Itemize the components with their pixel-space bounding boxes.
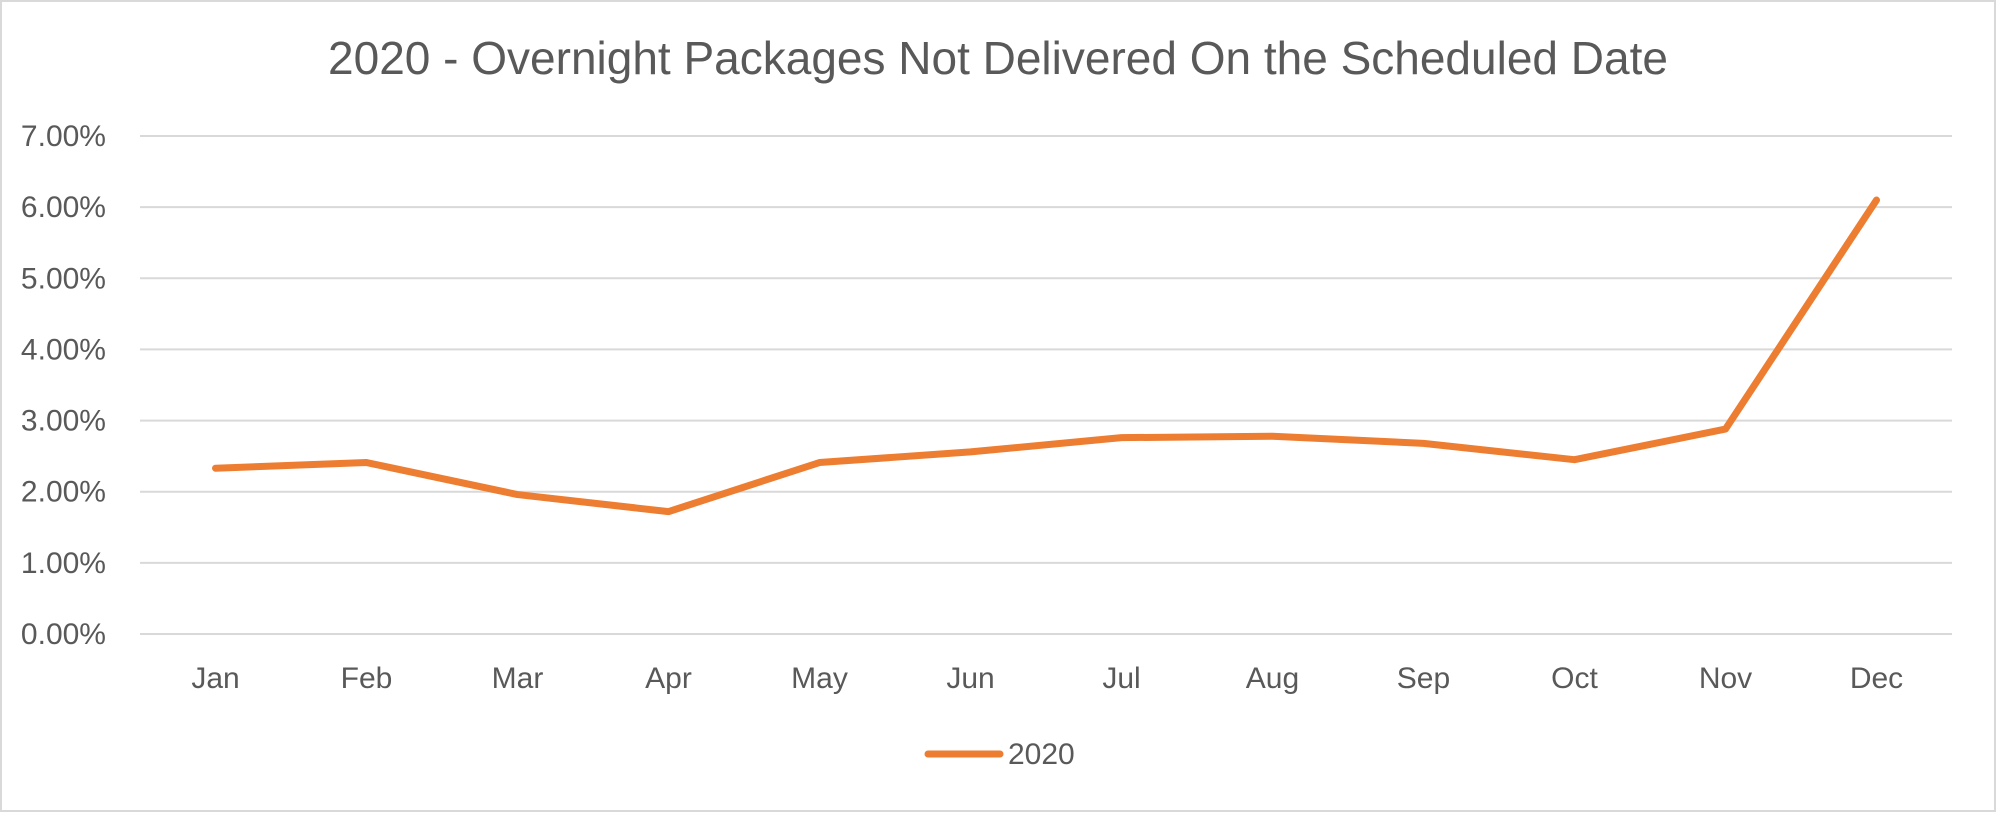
x-tick-label: Apr [645, 662, 692, 695]
series-line-2020 [212, 196, 1880, 516]
x-tick-label: Nov [1699, 662, 1752, 695]
y-axis-tick-labels: 0.00% 1.00% 2.00% 3.00% 4.00% 5.00% 6.00% 7.00% [21, 120, 106, 651]
x-tick-label: May [791, 662, 848, 695]
y-tick-label: 0.00% [21, 618, 106, 651]
legend: 2020 [924, 738, 1075, 771]
x-tick-label: Jun [946, 662, 994, 695]
x-tick-label: Jul [1102, 662, 1140, 695]
x-tick-label: Sep [1397, 662, 1450, 695]
x-tick-label: Oct [1551, 662, 1598, 695]
y-tick-label: 3.00% [21, 405, 106, 438]
x-tick-label: Aug [1246, 662, 1299, 695]
x-tick-label: Feb [341, 662, 393, 695]
y-tick-label: 4.00% [21, 333, 106, 366]
x-axis-tick-labels: Jan Feb Mar Apr May Jun Jul Aug Sep Oct Nov Dec [191, 662, 1903, 695]
y-tick-label: 2.00% [21, 476, 106, 509]
y-tick-label: 6.00% [21, 191, 106, 224]
y-tick-label: 5.00% [21, 262, 106, 295]
series-lines [212, 196, 1880, 516]
x-tick-label: Jan [191, 662, 239, 695]
legend-label: 2020 [1008, 738, 1075, 771]
y-tick-label: 1.00% [21, 547, 106, 580]
chart-title: 2020 - Overnight Packages Not Delivered … [328, 32, 1668, 84]
x-tick-label: Mar [492, 662, 544, 695]
gridlines [140, 135, 1952, 635]
x-tick-label: Dec [1850, 662, 1903, 695]
y-tick-label: 7.00% [21, 120, 106, 153]
